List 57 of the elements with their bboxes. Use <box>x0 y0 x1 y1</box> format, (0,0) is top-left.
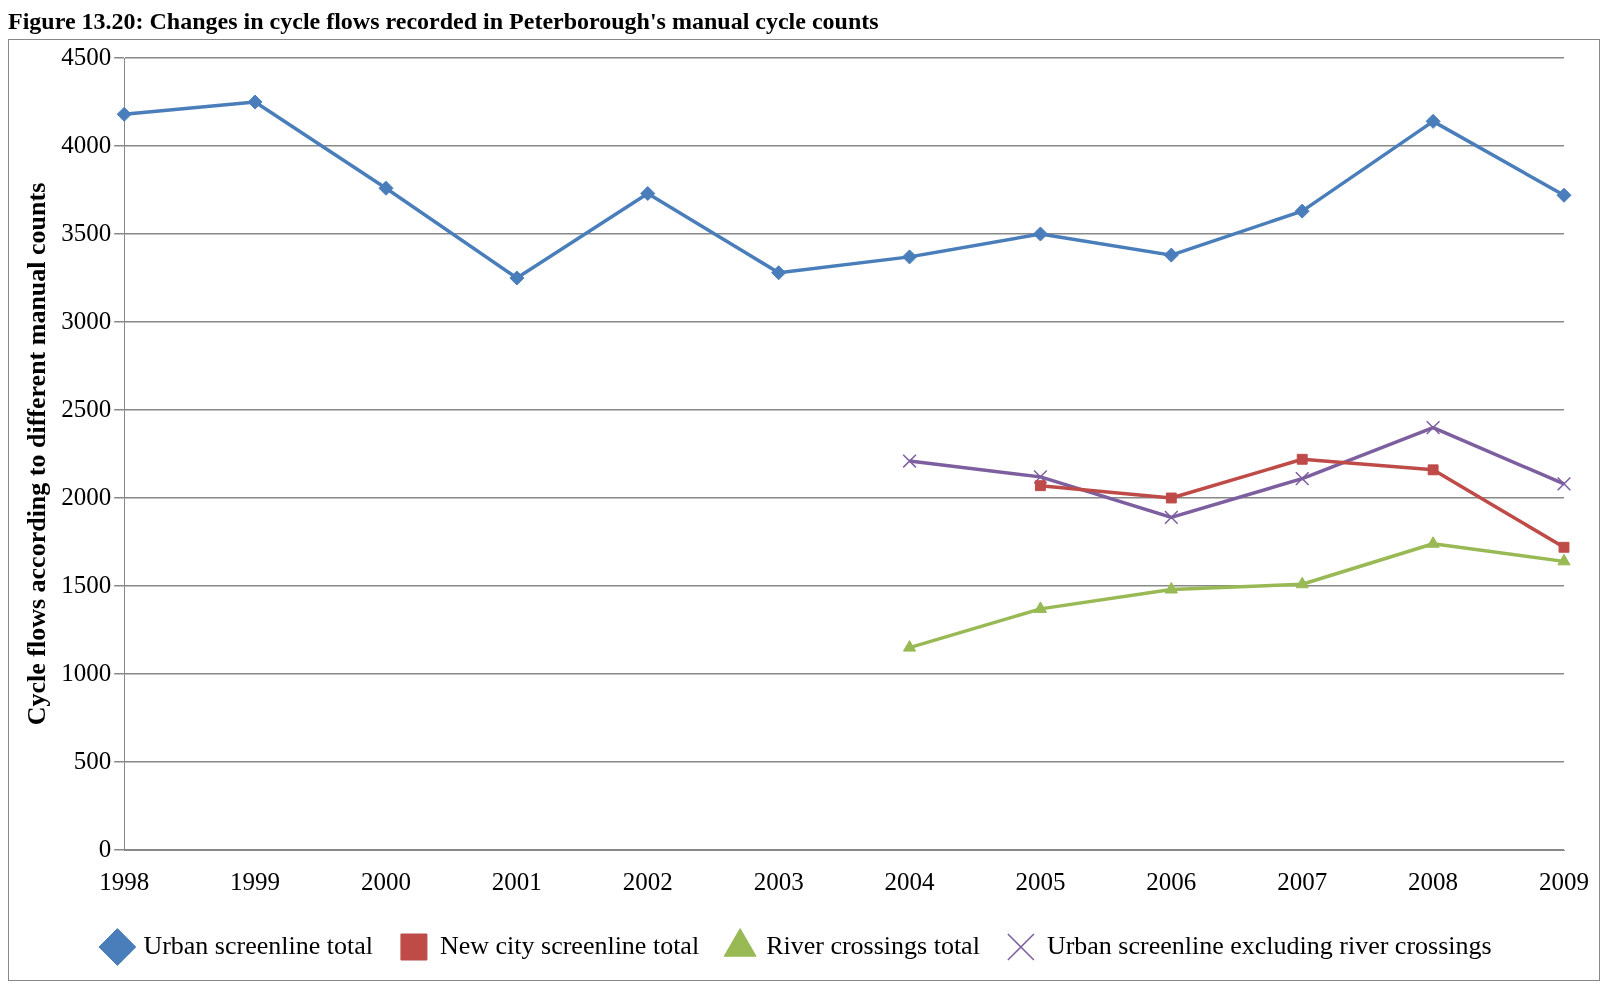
legend-label: Urban screenline total <box>143 930 373 960</box>
point <box>771 265 787 281</box>
point <box>1556 187 1572 203</box>
point <box>902 640 917 652</box>
x-tick-label: 1998 <box>99 867 150 895</box>
y-tick-label: 0 <box>98 834 112 862</box>
point <box>902 453 917 469</box>
point <box>1426 420 1441 435</box>
chart-title: Figure 13.20: Changes in cycle flows recorded in Peterborough's manual cycle counts <box>8 8 880 35</box>
x-tick-label: 2005 <box>1015 867 1066 895</box>
x-tick-label: 2006 <box>1146 867 1197 895</box>
point <box>116 106 132 122</box>
point <box>1295 471 1310 486</box>
point <box>1034 480 1046 492</box>
point <box>640 186 656 202</box>
point <box>1295 576 1309 589</box>
y-tick-label: 3000 <box>61 306 112 334</box>
point <box>902 249 918 265</box>
point <box>1294 203 1310 219</box>
legend-label: Urban screenline excluding river crossings <box>1046 930 1492 960</box>
x-tick-label: 2000 <box>360 867 411 895</box>
point <box>1033 601 1047 613</box>
point <box>1558 541 1570 553</box>
point <box>1426 536 1440 548</box>
x-tick-label: 2007 <box>1277 867 1328 895</box>
y-tick-label: 4500 <box>61 42 112 70</box>
y-tick-label: 1000 <box>61 658 112 686</box>
y-tick-label: 1500 <box>61 570 112 598</box>
point <box>247 94 263 110</box>
point <box>1425 113 1441 129</box>
point <box>1427 464 1439 476</box>
legend-label: River crossings total <box>766 930 980 960</box>
point <box>1557 553 1571 566</box>
point <box>1032 226 1048 242</box>
point <box>1296 453 1308 465</box>
x-tick-label: 2009 <box>1539 867 1589 895</box>
point <box>1556 476 1572 492</box>
legend-label: New city screenline total <box>439 930 700 960</box>
x-tick-label: 2008 <box>1408 867 1459 895</box>
point <box>1164 510 1179 525</box>
point <box>1163 247 1179 263</box>
point <box>1165 492 1177 504</box>
point <box>1033 469 1048 484</box>
x-tick-label: 2002 <box>622 867 673 895</box>
x-tick-label: 1999 <box>230 867 281 895</box>
point <box>1164 582 1178 594</box>
x-tick-label: 2001 <box>491 867 542 895</box>
y-tick-label: 2000 <box>61 482 112 510</box>
y-tick-label: 4000 <box>61 130 112 158</box>
x-tick-label: 2004 <box>884 867 936 895</box>
y-tick-label: 500 <box>73 746 112 774</box>
point <box>378 180 394 196</box>
point <box>509 270 525 286</box>
x-tick-label: 2003 <box>753 867 804 895</box>
y-axis-title: Cycle flows according to different manual counts <box>22 182 52 726</box>
y-tick-label: 2500 <box>61 394 112 422</box>
y-tick-label: 3500 <box>61 218 112 246</box>
